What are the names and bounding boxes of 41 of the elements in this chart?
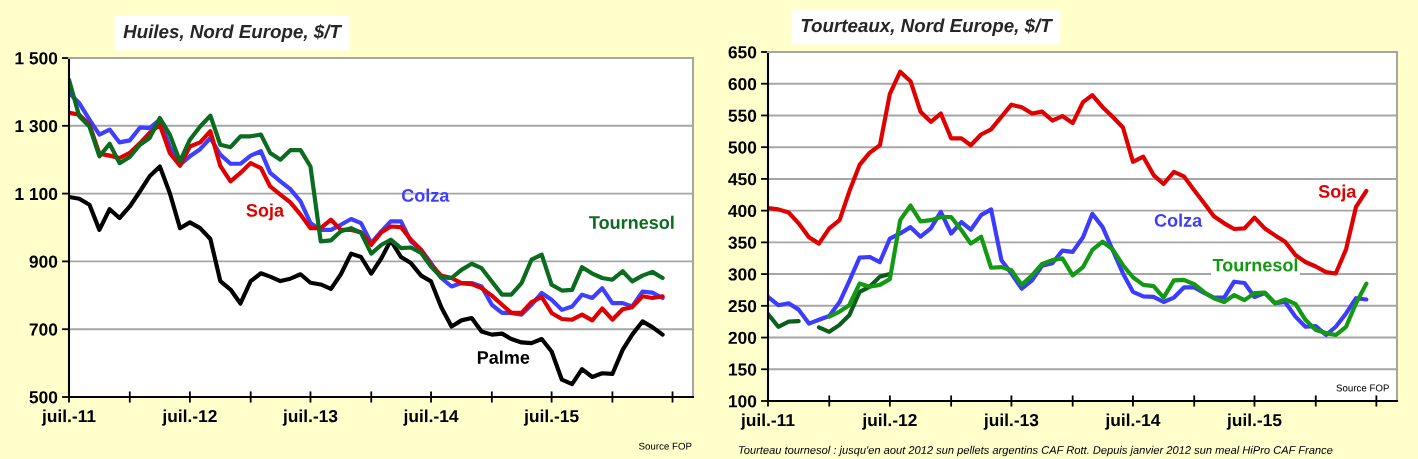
y-tick-label: 150 (729, 363, 757, 376)
series-label: Colza (401, 188, 450, 202)
x-tick-label: juil.-15 (523, 409, 579, 426)
x-tick-label: juil.-12 (862, 413, 917, 430)
y-tick-label: 400 (728, 204, 757, 218)
y-tick-label: 550 (728, 109, 757, 122)
text: Tournesol (589, 215, 674, 229)
line-series (768, 69, 1369, 276)
y-tick-label: 250 (728, 299, 757, 313)
x-tick-label: juil.-15 (1226, 413, 1282, 430)
x-tick-label: juil.-14 (1105, 413, 1161, 430)
series-label: Soja (246, 203, 285, 221)
x-tick-label: juil.-13 (983, 413, 1039, 430)
source-note: Source FOP (638, 442, 692, 450)
y-tick-label: 700 (29, 323, 58, 336)
y-tick-label: 450 (728, 173, 757, 186)
x-tick-label: juil.-11 (41, 409, 96, 426)
y-tick-label: 200 (728, 331, 757, 345)
x-tick-label: juil.-13 (282, 409, 338, 426)
y-tick-label: 300 (728, 268, 757, 281)
chart-title: Huiles, Nord Europe, $/T (123, 24, 343, 42)
y-tick-label: 1 100 (15, 187, 58, 201)
y-tick-label: 1 300 (15, 119, 58, 133)
text: Colza (1154, 213, 1203, 227)
series-label: Palme (477, 350, 530, 364)
chart-title: Tourteaux, Nord Europe, $/T (801, 18, 1054, 36)
x-tick-label: juil.-11 (740, 413, 795, 430)
y-tick-label: 100 (729, 395, 757, 408)
y-tick-label: 350 (728, 236, 757, 249)
y-tick-label: 500 (728, 141, 757, 154)
y-tick-label: 900 (29, 255, 58, 268)
x-tick-label: juil.-12 (162, 409, 217, 426)
y-tick-label: 1 500 (15, 52, 58, 65)
series-label: Soja (1318, 184, 1357, 202)
x-tick-label: juil.-14 (403, 409, 459, 426)
y-tick-label: 650 (728, 46, 757, 59)
y-tick-label: 500 (29, 391, 58, 404)
annotation: Source FOP (1336, 384, 1389, 392)
series-label: Tournesol (1212, 258, 1298, 272)
text: Tourteau tournesol : jusqu'en aout 2012 sun pellets argentins CAF Rott. Depuis janvier 2012 sun meal HiPro CAF France (739, 445, 1333, 457)
y-tick-label: 600 (728, 77, 757, 91)
